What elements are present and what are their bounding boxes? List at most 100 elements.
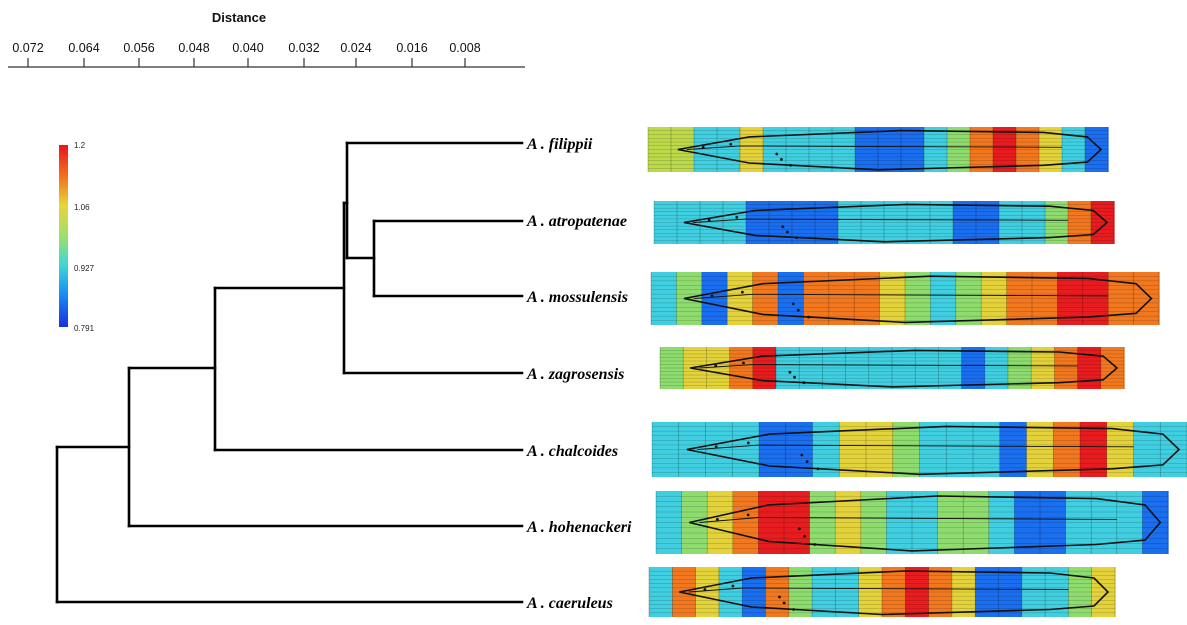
grid-cell-stripe (953, 201, 977, 244)
grid-cell-stripe (1091, 567, 1116, 617)
grid-cell-stripe (763, 127, 787, 172)
grid-cell-stripe (946, 422, 974, 477)
grid-cell-stripe (1068, 567, 1093, 617)
axis-tick-label: 0.008 (449, 41, 480, 55)
grid-cell-stripe (792, 201, 816, 244)
deformation-grid (648, 567, 1116, 617)
landmark-point (789, 163, 792, 167)
grid-cell-stripe (1133, 272, 1160, 325)
grid-cell-stripe (919, 422, 947, 477)
deformation-grid (647, 127, 1109, 172)
grid-cell-stripe (930, 272, 957, 325)
grid-cell-stripe (732, 491, 759, 554)
landmark-point (795, 236, 798, 240)
body-outline (679, 570, 1110, 616)
landmark-point (816, 467, 820, 471)
grid-cell-stripe (858, 567, 883, 617)
landmark-point (731, 584, 735, 588)
taxon-label-chalcoides: A . chalcoides (526, 443, 618, 460)
grid-cell-stripe (912, 491, 939, 554)
grid-cell-stripe (677, 201, 701, 244)
grid-cell-stripe (1022, 201, 1046, 244)
landmark-point (782, 601, 786, 605)
grid-cell-stripe (769, 201, 793, 244)
landmark-line (688, 587, 1069, 593)
grid-cell-stripe (652, 422, 680, 477)
color-bar-legend: 1.2 1.06 0.927 0.791 (59, 141, 95, 333)
grid-cell-stripe (1045, 567, 1069, 617)
body-outline (689, 495, 1162, 552)
distance-axis: Distance 0.072 0.064 0.056 0.048 0.040 0.032 0… (8, 10, 525, 68)
landmark-point (701, 145, 705, 149)
grid-cell-stripe (1021, 567, 1046, 617)
grid-cell-stripe (905, 272, 931, 325)
axis-tick-label: 0.048 (178, 41, 209, 55)
grid-cell-stripe (973, 422, 1001, 477)
grid-cell-stripe (1032, 272, 1058, 325)
landmark-point (780, 158, 783, 161)
landmark-point (798, 527, 801, 531)
color-bar-gradient (59, 145, 68, 327)
grid-cell-stripe (656, 491, 683, 554)
grid-cell-stripe (1160, 422, 1187, 477)
grid-cell-stripe (854, 272, 881, 325)
grid-cell-stripe (1068, 201, 1092, 244)
landmark-point (742, 361, 745, 365)
grid-cell-stripe (1026, 422, 1054, 477)
axis-ticks: 0.072 0.064 0.056 0.048 0.040 0.032 0.024 0.016… (12, 41, 481, 67)
grid-cell-stripe (809, 127, 833, 172)
deformation-grids (647, 127, 1187, 617)
grid-cell-stripe (1057, 272, 1084, 325)
landmark-point (746, 513, 750, 517)
grid-cell-stripe (1031, 347, 1055, 389)
grid-cell-stripe (672, 567, 697, 617)
landmark-point (805, 460, 809, 463)
grid-cell-stripe (879, 272, 906, 325)
color-bar-label-low: 0.927 (74, 264, 95, 273)
grid-cell-stripe (752, 272, 779, 325)
grid-cell-stripe (868, 347, 893, 389)
grid-cell-stripe (648, 127, 672, 172)
landmark-point (707, 218, 711, 222)
axis-title: Distance (212, 10, 266, 25)
grid-cell-stripe (1085, 127, 1109, 172)
grid-cell-stripe (951, 567, 976, 617)
grid-cell-stripe (955, 272, 982, 325)
landmark-point (775, 152, 779, 156)
taxon-label-zagrosensis: A . zagrosensis (526, 366, 624, 383)
grid-cell-stripe (999, 422, 1028, 477)
grid-cell-stripe (999, 201, 1023, 244)
axis-tick-label: 0.056 (123, 41, 154, 55)
grid-cell-stripe (701, 272, 728, 325)
grid-cell-stripe (694, 127, 718, 172)
taxon-label-caeruleus: A . caeruleus (526, 595, 613, 612)
grid-cell-stripe (671, 127, 695, 172)
color-bar-label-max: 1.2 (74, 141, 86, 150)
deformation-grid (655, 491, 1169, 554)
landmark-point (800, 453, 804, 457)
color-bar-label-min: 0.791 (74, 324, 95, 333)
grid-cell-stripe (937, 491, 964, 554)
landmark-point (793, 375, 796, 379)
grid-cell-stripe (758, 491, 785, 554)
landmark-point (714, 445, 718, 449)
grid-cell-stripe (759, 422, 787, 477)
grid-cell-stripe (882, 567, 906, 617)
grid-cell-stripe (742, 567, 767, 617)
grid-cell-stripe (928, 567, 953, 617)
grid-cell-stripe (861, 201, 885, 244)
grid-cell-stripe (866, 422, 894, 477)
grid-cell-stripe (886, 491, 913, 554)
grid-cell-stripe (981, 272, 1008, 325)
grid-cell-stripe (961, 347, 986, 389)
grid-cell-stripe (988, 491, 1015, 554)
body-outline (690, 349, 1119, 388)
grid-cell-stripe (695, 567, 720, 617)
grid-cell-stripe (1045, 201, 1069, 244)
axis-tick-label: 0.024 (340, 41, 371, 55)
grid-cell-stripe (812, 567, 836, 617)
grid-cell-stripe (984, 347, 1009, 389)
grid-cell-stripe (1142, 491, 1169, 554)
landmark-point (703, 588, 707, 591)
landmark-point (710, 294, 714, 298)
